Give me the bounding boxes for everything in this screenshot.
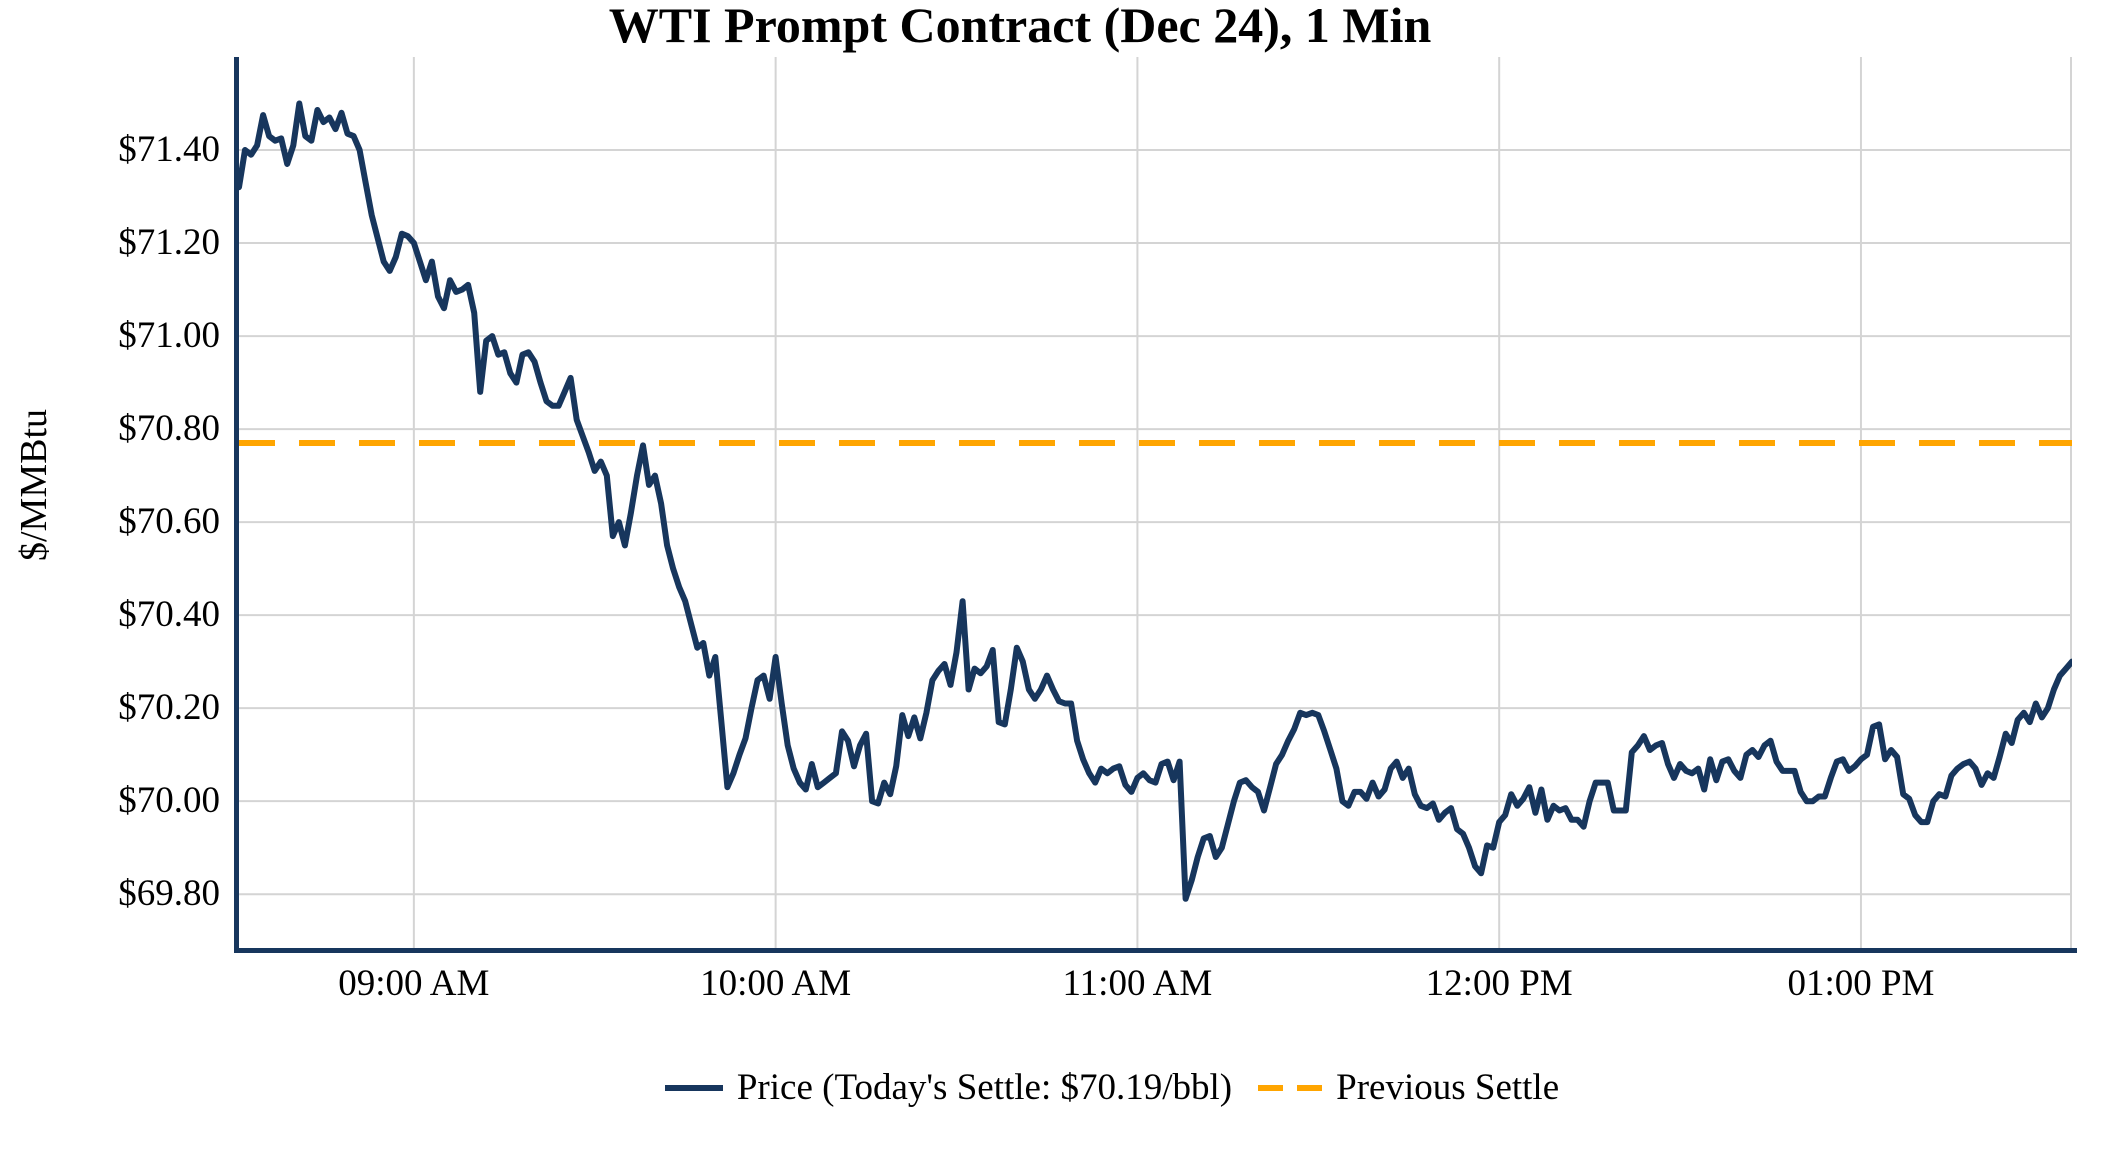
legend-item-price: Price (Today's Settle: $70.19/bbl) (664, 1067, 1233, 1109)
plot-area (239, 57, 2072, 950)
price-legend-label: Price (Today's Settle: $70.19/bbl) (736, 1067, 1233, 1108)
y-tick-label: $70.20 (118, 687, 220, 729)
price-line (239, 100, 2072, 902)
y-tick-label: $71.00 (118, 315, 220, 357)
previous-settle-legend-label: Previous Settle (1336, 1067, 1560, 1108)
x-tick-label: 11:00 AM (1062, 963, 1213, 1004)
y-tick-label: $71.40 (118, 129, 220, 171)
x-tick-label: 10:00 AM (700, 963, 852, 1004)
legend-item-previous-settle: Previous Settle (1258, 1067, 1560, 1109)
y-axis-spine (234, 57, 239, 953)
y-tick-label: $71.20 (118, 222, 220, 264)
price-line-swatch (664, 1085, 723, 1092)
y-tick-label: $70.40 (118, 594, 220, 636)
chart-title: WTI Prompt Contract (Dec 24), 1 Min (608, 0, 1432, 53)
x-tick-label: 09:00 AM (338, 963, 490, 1004)
y-tick-label: $70.60 (118, 501, 220, 543)
x-axis-spine (234, 948, 2077, 953)
y-tick-label: $69.80 (118, 873, 220, 915)
x-tick-label: 12:00 PM (1425, 963, 1573, 1004)
previous-settle-swatch (1258, 1085, 1323, 1092)
y-tick-label: $70.80 (118, 408, 220, 450)
y-tick-label: $70.00 (118, 780, 220, 822)
legend: Price (Today's Settle: $70.19/bbl) Previ… (112, 1067, 2112, 1109)
x-tick-label: 01:00 PM (1787, 963, 1935, 1004)
